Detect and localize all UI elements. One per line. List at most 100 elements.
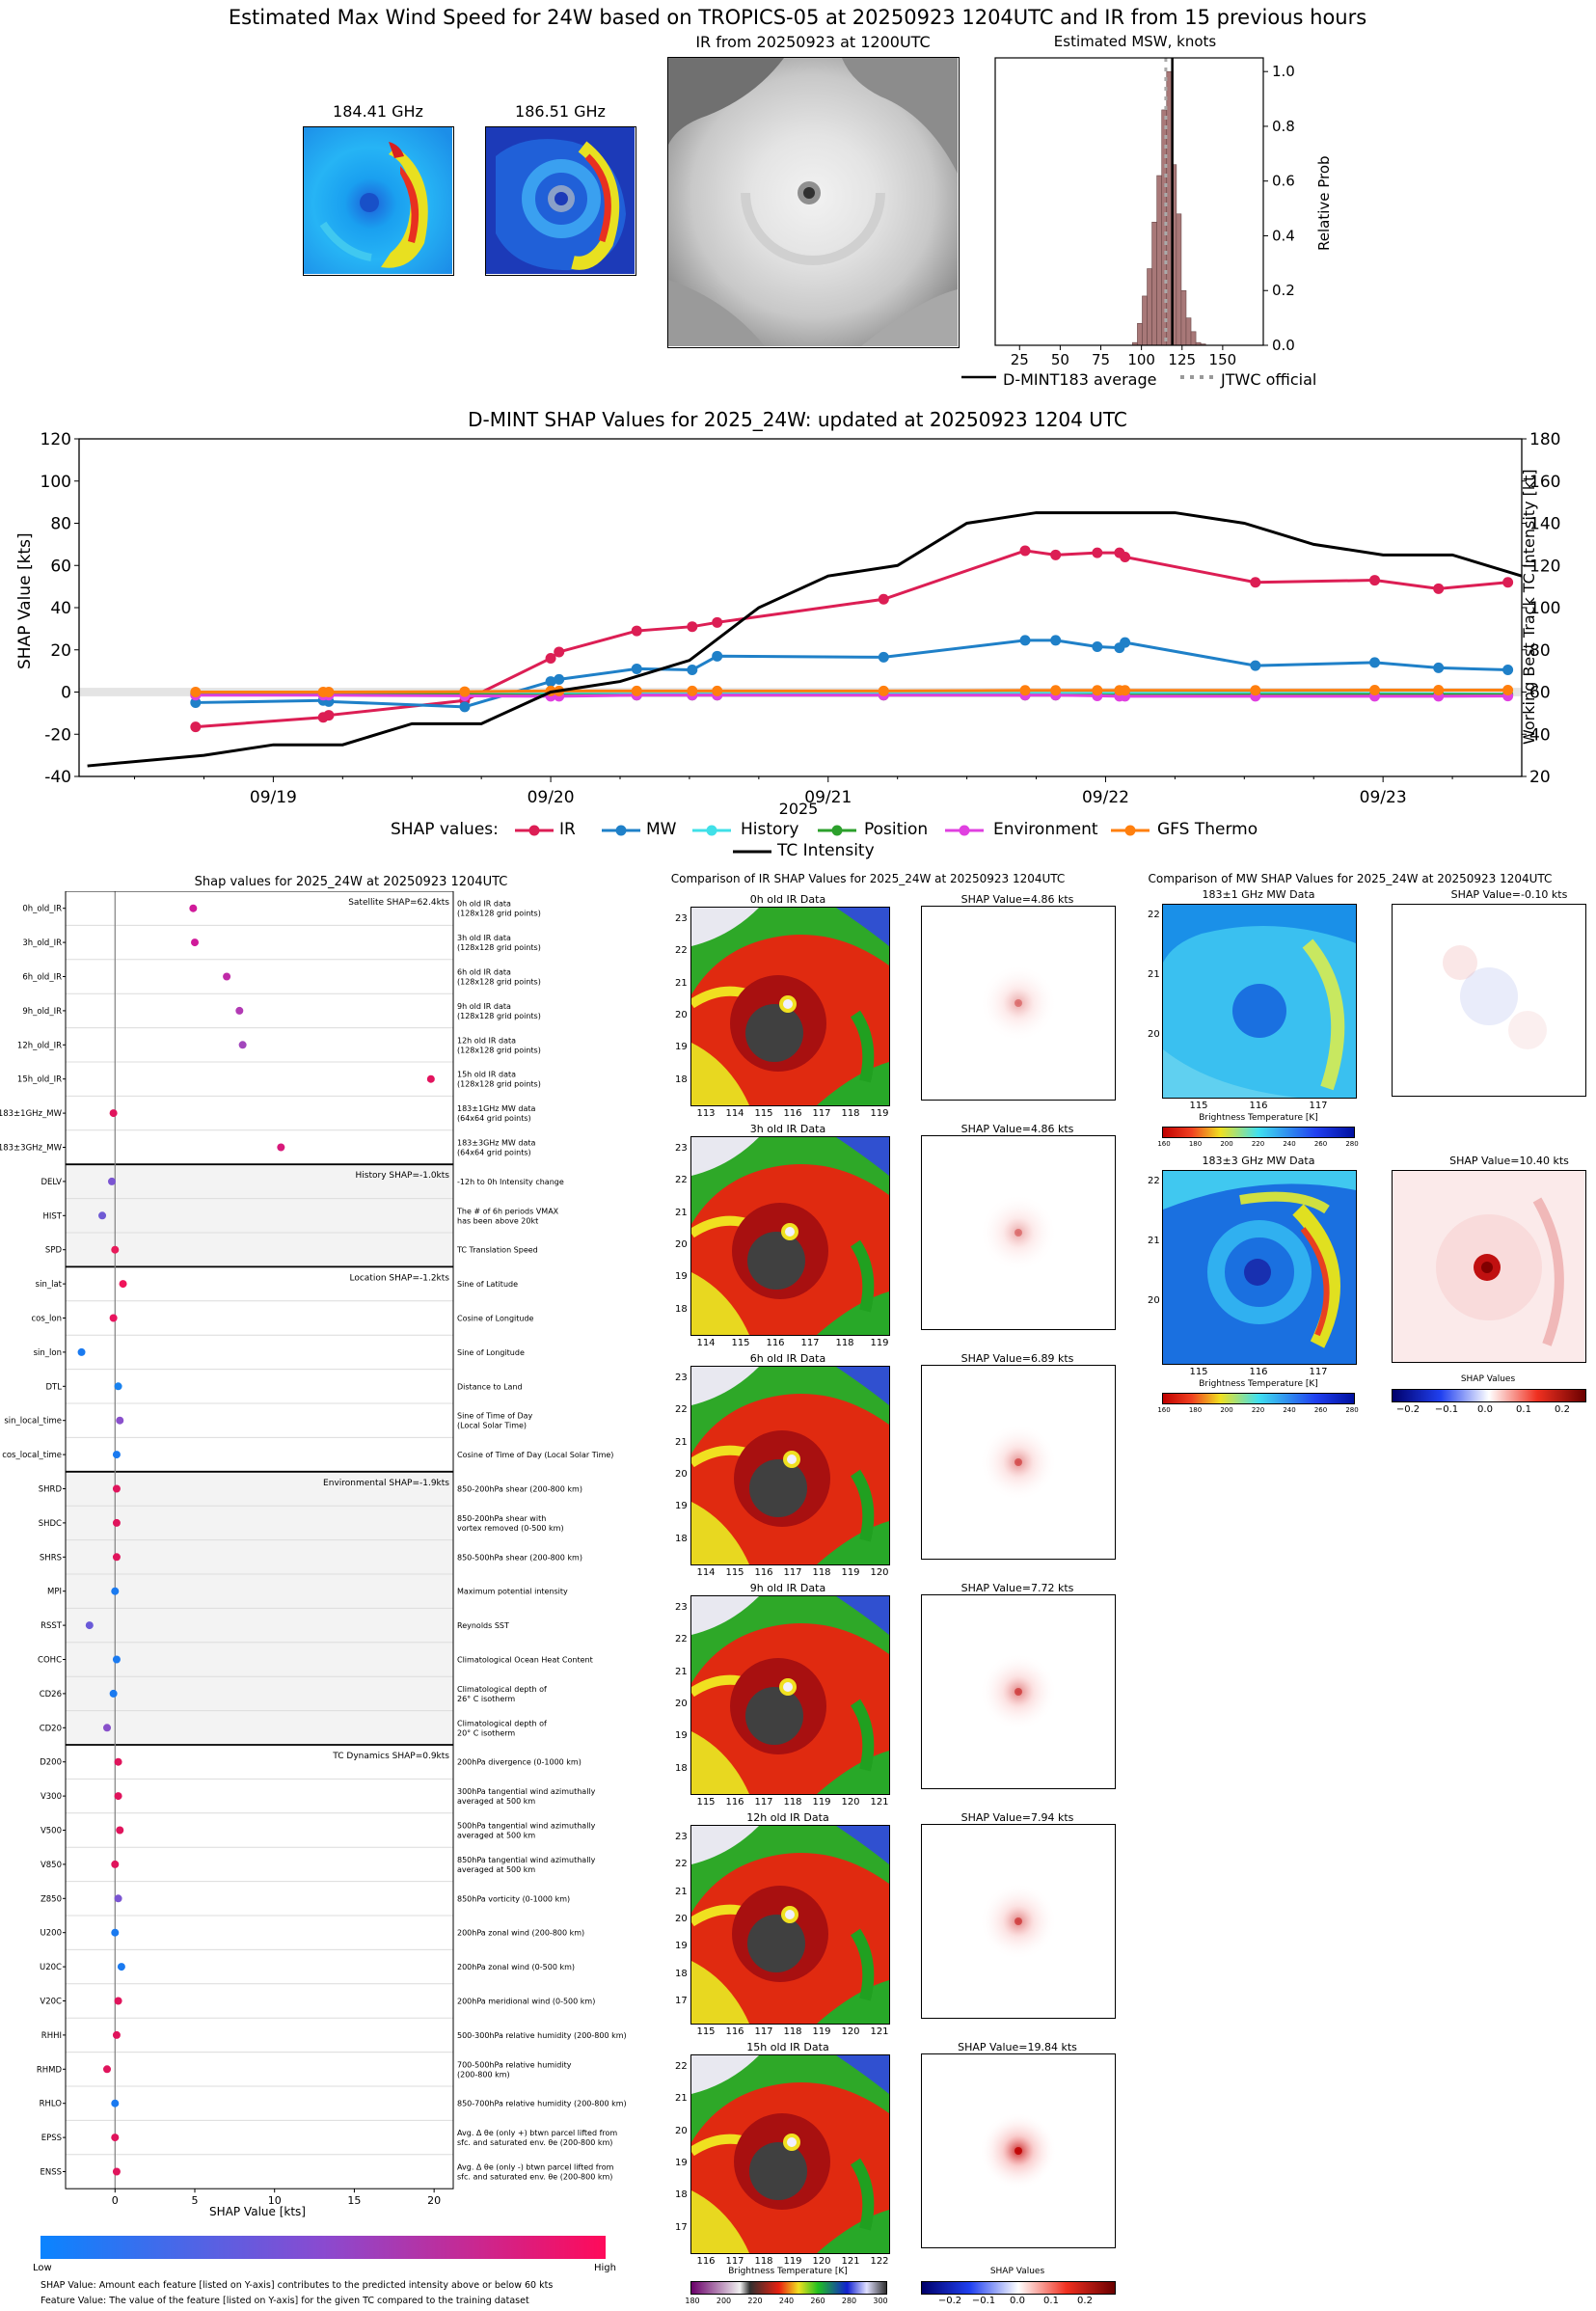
- ir-xtick-label: 118: [835, 1338, 854, 1348]
- ir-xtick-label: 117: [783, 1567, 802, 1578]
- feature-desc: 12h old IR data: [457, 1036, 516, 1045]
- series-point-ir: [1019, 545, 1031, 557]
- mw-cb-label: Brightness Temperature [K]: [1199, 1113, 1318, 1123]
- mw-shap-image: [1392, 904, 1586, 1097]
- feature-shap-point: [114, 1382, 122, 1391]
- series-line-tc-intensity: [87, 511, 1523, 768]
- feature-desc: 183±3GHz MW data: [457, 1139, 535, 1148]
- ir-xtick-label: 122: [870, 2256, 889, 2267]
- feature-shap-point: [112, 1451, 121, 1459]
- feature-desc: 200hPa divergence (0-1000 km): [457, 1758, 582, 1767]
- feature-desc: sfc. and saturated env. θe (200-800 km): [457, 2138, 612, 2147]
- feature-name: ENSS: [40, 2168, 62, 2178]
- msw-histogram: 25 50 75 100 125 150 0.0 0.2 0.4 0.6 0.8 1.0: [994, 57, 1295, 368]
- mw-shap-image: [1392, 1170, 1586, 1363]
- mw-cb-tick: 160: [1157, 1406, 1171, 1414]
- series-point-ir: [554, 646, 565, 658]
- feature-desc: (128x128 grid points): [457, 1080, 541, 1089]
- series-point-gfs-thermo: [878, 685, 889, 696]
- series-point-ir: [1433, 583, 1445, 594]
- ts-xtick-label: 09/22: [1082, 788, 1129, 807]
- ir-ytick-label: 18: [675, 1533, 688, 1544]
- feature-desc: (64x64 grid points): [457, 1114, 531, 1123]
- ts-legend-history: History: [741, 820, 799, 839]
- series-point-gfs-thermo: [1433, 685, 1445, 696]
- series-point-ir: [190, 721, 202, 733]
- feature-name: D200: [40, 1758, 62, 1768]
- hist-bar: [1142, 295, 1148, 346]
- ts-frame: [78, 438, 1523, 777]
- hist-xtick-label: 25: [1011, 351, 1029, 368]
- feature-desc: 200hPa meridional wind (0-500 km): [457, 1998, 595, 2006]
- ir-ytick-label: 18: [675, 2189, 688, 2201]
- feature-desc: 200hPa zonal wind (200-800 km): [457, 1929, 584, 1938]
- series-point-gfs-thermo: [190, 687, 202, 697]
- feat-xlabel: SHAP Value [kts]: [209, 2205, 306, 2218]
- feature-shap-point: [109, 1689, 118, 1698]
- ir-ytick-label: 21: [675, 977, 688, 989]
- feature-desc: (128x128 grid points): [457, 943, 541, 952]
- feature-desc: 6h old IR data: [457, 968, 511, 977]
- feature-desc: 0h old IR data: [457, 900, 511, 909]
- feature-desc: (128x128 grid points): [457, 1012, 541, 1020]
- ir-ytick-label: 23: [675, 1602, 688, 1613]
- feature-name: SHDC: [39, 1519, 62, 1529]
- ir-ytick-label: 21: [675, 1436, 688, 1448]
- feature-shap-point: [235, 1006, 244, 1015]
- hist-ytick-label: 0.2: [1272, 282, 1295, 299]
- feature-shap-point: [103, 2065, 112, 2074]
- ir-shap-title: SHAP Value=4.86 kts: [960, 893, 1074, 906]
- feature-shap-point: [103, 1724, 112, 1732]
- ir-xtick-label: 117: [800, 1338, 820, 1348]
- group-label: History SHAP=-1.0kts: [356, 1171, 450, 1181]
- mw-shap-cb-tick: −0.1: [1434, 1404, 1459, 1415]
- feat-xtick-label: 5: [192, 2194, 199, 2207]
- feature-desc: 15h old IR data: [457, 1071, 516, 1079]
- series-point-ir: [1250, 577, 1261, 588]
- legend-jtwc-line: [1180, 375, 1215, 379]
- ir-ytick-label: 20: [675, 1698, 688, 1709]
- series-point-mw: [545, 676, 556, 688]
- shap-timeseries-chart: -40 -20 0 20 40 60 80 100 120 20 40 60 80 100 120 140 16…: [41, 430, 1561, 807]
- ir-xtick-label: 118: [783, 2026, 802, 2037]
- feature-shap-point: [277, 1143, 285, 1152]
- feature-shap-point: [112, 1518, 121, 1527]
- series-point-ir: [687, 621, 698, 633]
- hist-bar: [1151, 221, 1157, 346]
- hist-bar: [1176, 213, 1182, 346]
- ir-ytick-label: 21: [675, 1207, 688, 1218]
- feature-name: V20C: [40, 1998, 62, 2007]
- feature-name: sin_local_time: [4, 1417, 62, 1427]
- series-point-gfs-thermo: [712, 685, 723, 696]
- feature-shap-point: [189, 904, 198, 912]
- feature-name: 6h_old_IR: [22, 973, 62, 983]
- group-shade: [66, 1164, 453, 1267]
- feature-desc: 850hPa tangential wind azimuthally: [457, 1856, 596, 1864]
- mw-xtick-label: 117: [1309, 1367, 1328, 1377]
- ir-xtick-label: 118: [783, 1797, 802, 1808]
- mw-xtick-label: 115: [1189, 1101, 1208, 1111]
- ir-xtick-label: 119: [870, 1338, 889, 1348]
- series-point-ir: [1092, 547, 1103, 558]
- ir-shap-image: [921, 1365, 1116, 1560]
- series-point-mw: [687, 665, 698, 676]
- feature-name: COHC: [38, 1656, 62, 1666]
- ir-data-image: [690, 1825, 890, 2025]
- feature-shap-point: [426, 1074, 435, 1083]
- ir-xtick-label: 121: [870, 2026, 889, 2037]
- ir-ytick-label: 20: [675, 2125, 688, 2136]
- feature-name: 0h_old_IR: [22, 905, 62, 914]
- legend-avg-label: D-MINT183 average: [1003, 370, 1157, 389]
- mw1-label: 184.41 GHz: [333, 102, 423, 121]
- feature-shap-point: [112, 1553, 121, 1562]
- feature-shap-point: [107, 1177, 116, 1185]
- ir-shap-image: [921, 1594, 1116, 1789]
- mw-ytick-label: 22: [1148, 1176, 1160, 1186]
- group-label: Location SHAP=-1.2kts: [349, 1273, 449, 1283]
- feature-shap-point: [112, 1655, 121, 1664]
- ir-xtick-label: 118: [841, 1108, 860, 1119]
- legend-jtwc-label: JTWC official: [1221, 370, 1317, 389]
- ts-legend-position: Position: [864, 820, 929, 839]
- feature-shap-point: [109, 1314, 118, 1322]
- feature-name: Z850: [41, 1894, 62, 1904]
